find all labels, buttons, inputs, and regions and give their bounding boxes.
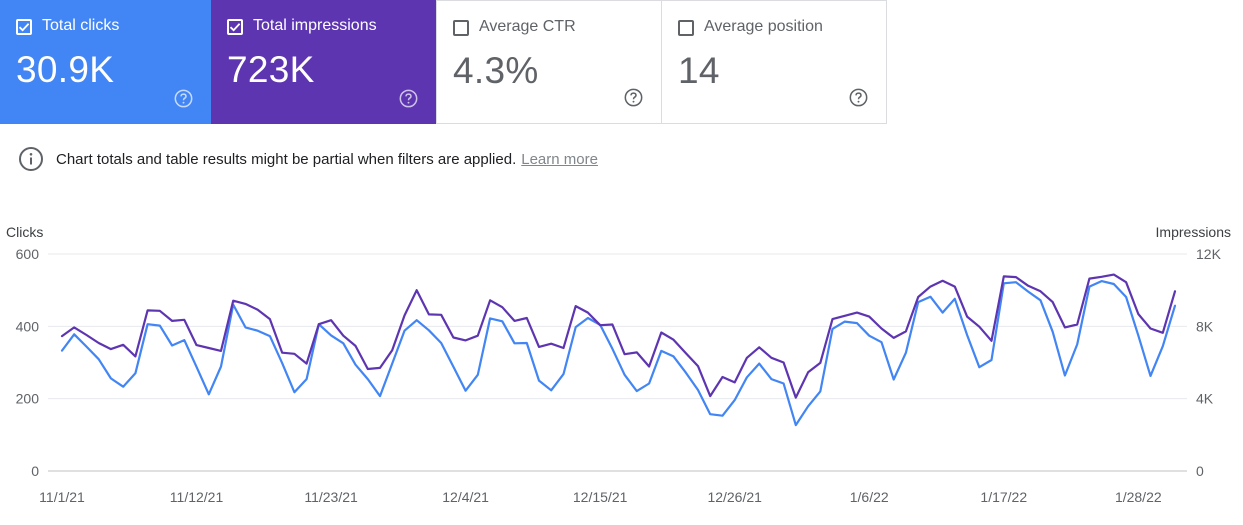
x-axis-tick-label: 12/15/21 (573, 489, 628, 505)
metric-label: Average CTR (479, 18, 576, 35)
metric-cards: Total clicks 30.9K Total impressions 723… (0, 0, 887, 124)
left-axis-tick-label: 400 (16, 318, 40, 334)
metric-card-total-clicks[interactable]: Total clicks 30.9K (0, 0, 211, 124)
x-axis-tick-label: 12/26/21 (707, 489, 762, 505)
left-axis-tick-label: 0 (31, 463, 39, 479)
right-axis-title: Impressions (1156, 224, 1231, 240)
x-axis-ticks: 11/1/21 11/12/21 11/23/21 12/4/21 12/15/21 12… (39, 489, 1162, 505)
right-axis-ticks: 0 4K 8K 12K (1196, 246, 1222, 479)
metric-label: Average position (704, 18, 823, 35)
chart-gridlines (48, 253, 1187, 472)
metric-value: 14 (678, 50, 720, 91)
performance-chart: Clicks Impressions 0 200 400 600 0 4K 8K 12K 1… (6, 224, 1231, 505)
x-axis-tick-label: 1/28/22 (1115, 489, 1162, 505)
filter-notice: Chart totals and table results might be … (18, 146, 598, 172)
left-axis-tick-label: 600 (16, 246, 40, 262)
learn-more-link[interactable]: Learn more (521, 150, 598, 168)
x-axis-tick-label: 11/1/21 (39, 489, 85, 505)
metric-card-average-position[interactable]: Average position 14 (662, 0, 887, 124)
right-axis-tick-label: 12K (1196, 246, 1222, 262)
help-icon[interactable] (849, 88, 868, 107)
notice-text: Chart totals and table results might be … (56, 150, 517, 168)
x-axis-tick-label: 12/4/21 (442, 489, 489, 505)
metric-value: 30.9K (16, 49, 115, 90)
right-axis-tick-label: 0 (1196, 463, 1204, 479)
checkbox-checked-icon[interactable] (16, 19, 32, 35)
metric-label: Total impressions (253, 17, 377, 34)
x-axis-tick-label: 1/17/22 (980, 489, 1027, 505)
metric-value: 723K (227, 49, 315, 90)
metric-label: Total clicks (42, 17, 120, 34)
series-line-clicks (60, 279, 1177, 427)
left-axis-title: Clicks (6, 224, 43, 240)
metric-card-average-ctr[interactable]: Average CTR 4.3% (436, 0, 662, 124)
help-icon[interactable] (624, 88, 643, 107)
checkbox-unchecked-icon[interactable] (678, 20, 694, 36)
info-icon (19, 147, 43, 171)
metric-card-total-impressions[interactable]: Total impressions 723K (211, 0, 436, 124)
x-axis-tick-label: 11/12/21 (170, 489, 224, 505)
series-line-impressions (60, 273, 1177, 399)
right-axis-tick-label: 8K (1196, 318, 1214, 334)
help-icon[interactable] (399, 89, 418, 108)
checkbox-unchecked-icon[interactable] (453, 20, 469, 36)
x-axis-tick-label: 11/23/21 (304, 489, 358, 505)
right-axis-tick-label: 4K (1196, 391, 1214, 407)
checkbox-checked-icon[interactable] (227, 19, 243, 35)
metric-value: 4.3% (453, 50, 539, 91)
help-icon[interactable] (174, 89, 193, 108)
x-axis-tick-label: 1/6/22 (850, 489, 889, 505)
chart-series (60, 273, 1177, 427)
left-axis-tick-label: 200 (16, 391, 40, 407)
left-axis-ticks: 0 200 400 600 (16, 246, 40, 479)
